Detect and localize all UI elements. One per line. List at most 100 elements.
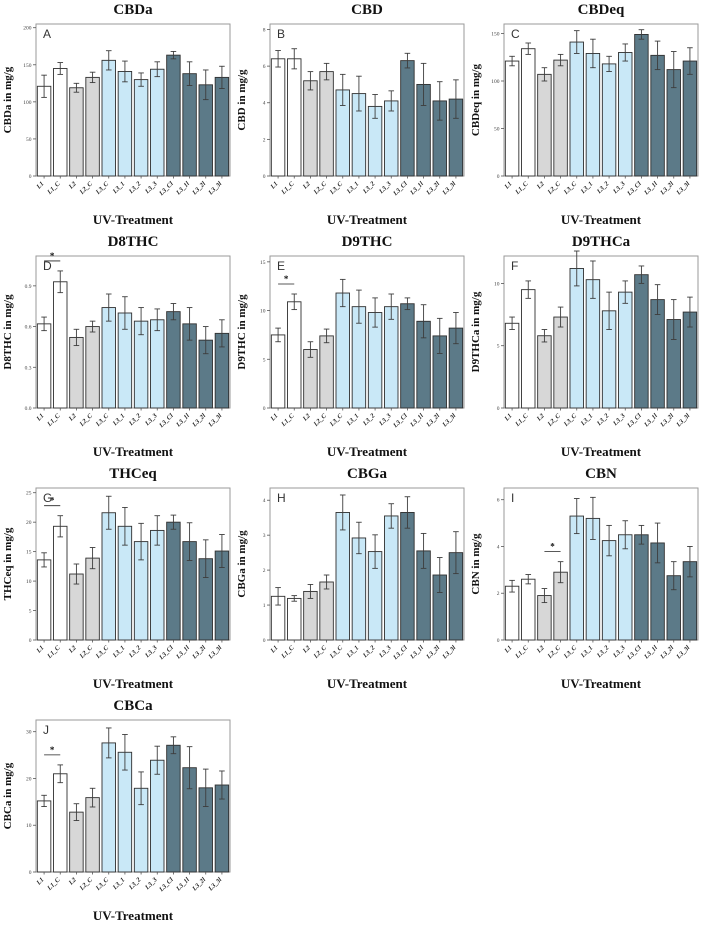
panel-letter: H <box>277 491 286 505</box>
x-tick-label: L3_C <box>562 412 579 429</box>
significance-star: * <box>50 496 55 506</box>
x-tick-label: L3_2 <box>361 412 377 428</box>
x-tick-label: L2 <box>301 180 312 191</box>
x-tick-label: L3_C <box>328 412 345 429</box>
panel-letter: D <box>43 259 52 273</box>
bar-L1 <box>36 559 52 641</box>
bar-L2_C <box>319 71 334 177</box>
y-tick-label: 150 <box>491 32 500 38</box>
bar-L2_C <box>85 557 100 641</box>
bar-L2_C <box>85 326 100 409</box>
x-tick-label: L2 <box>535 412 546 423</box>
x-tick-label: L3_3 <box>143 412 159 428</box>
y-tick-label: 15 <box>260 260 266 266</box>
y-tick-label: 4 <box>263 101 266 107</box>
bar-L1_C <box>53 281 68 409</box>
x-tick-label: L3_1 <box>111 876 126 891</box>
significance-star: * <box>50 251 55 261</box>
bar-L2_C <box>85 797 100 873</box>
chart-title: CBDeq <box>578 2 625 18</box>
x-tick-label: L3_1l <box>174 180 191 197</box>
x-tick-label: L3_C <box>328 644 345 661</box>
x-tick-label: L2_C <box>546 412 563 429</box>
x-tick-label: L2_C <box>546 180 563 197</box>
bar-L3_1l <box>650 54 665 177</box>
x-tick-label: L3_3 <box>611 412 627 428</box>
bar-L3_1l <box>650 299 665 409</box>
x-tick-label: L3_1l <box>408 180 425 197</box>
chart-title: CBGa <box>347 466 388 482</box>
x-tick-label: L1_C <box>280 180 297 197</box>
panel-letter: A <box>43 27 51 41</box>
y-tick-label: 30 <box>26 730 32 736</box>
panel-THCeq: 0 5 10 15 20 25 L1 L1_C L2 L2_C L3_C L3_1 L3_2 L3_3 L3… <box>0 464 234 696</box>
x-tick-label: L3_3 <box>611 644 627 660</box>
x-tick-label: L1 <box>503 412 514 423</box>
x-axis-label: UV-Treatment <box>561 676 642 691</box>
bar-L2_C <box>553 59 568 177</box>
x-tick-label: L3_1l <box>642 644 659 661</box>
bar-L1 <box>36 85 52 177</box>
panel-letter: I <box>511 491 514 505</box>
panel-letter: J <box>43 723 49 737</box>
x-tick-label: L3_C <box>328 180 345 197</box>
y-tick-label: 0 <box>29 870 32 876</box>
x-axis-label: UV-Treatment <box>327 676 408 691</box>
bar-L3_Cl <box>634 534 649 641</box>
x-tick-label: L3_Cl <box>625 180 643 198</box>
panel-CBDeq: 0 50 100 150 L1 L1_C L2 L2_C L3_C L3_1 L3_2 L3_3 L3_… <box>468 0 703 232</box>
x-tick-label: L2_C <box>546 644 563 661</box>
y-tick-label: 2 <box>263 568 266 574</box>
x-tick-label: L3_C <box>562 644 579 661</box>
x-tick-label: L3_3l <box>207 876 224 893</box>
y-tick-label: 0.0 <box>25 406 32 412</box>
x-tick-label: L2 <box>67 644 78 655</box>
y-tick-label: 150 <box>23 63 32 69</box>
bar-L1 <box>504 322 520 409</box>
x-tick-label: L2 <box>535 644 546 655</box>
plot-border <box>269 487 465 641</box>
x-tick-label: L1 <box>269 644 280 655</box>
x-tick-label: L3_C <box>94 180 111 197</box>
x-axis-label: UV-Treatment <box>93 908 174 923</box>
bar-L3_1 <box>585 279 601 409</box>
bar-L3_2 <box>601 63 617 177</box>
panel-letter: C <box>511 27 520 41</box>
bar-L3_Cl <box>166 744 181 873</box>
x-axis-label: UV-Treatment <box>561 212 642 227</box>
y-tick-label: 4 <box>263 498 266 504</box>
x-tick-label: L1_C <box>46 180 63 197</box>
x-tick-label: L2_C <box>312 180 329 197</box>
x-tick-label: L3_2 <box>127 876 143 892</box>
bar-L3_3 <box>150 759 165 873</box>
bar-L2_C <box>319 581 334 641</box>
chart-title: D8THC <box>108 234 159 250</box>
panel-CBD: 0 2 4 6 8 L1 L1_C L2 L2_C L3_C L3_1 L3_2 L3_3 L3_Cl L3… <box>234 0 468 232</box>
bar-L3_C <box>101 307 116 409</box>
panel-D9THCa: 0 5 10 L1 L1_C L2 L2_C L3_C L3_1 L3_2 L3_3 L3_Cl L3_… <box>468 232 703 464</box>
x-tick-label: L3_1 <box>111 412 126 427</box>
x-tick-label: L3_2l <box>659 644 676 661</box>
significance-star: * <box>284 274 289 284</box>
x-tick-label: L2 <box>301 412 312 423</box>
chart-title: CBCa <box>113 698 153 714</box>
bar-L1_C <box>287 58 302 177</box>
y-axis-label: D9THC in mg/g <box>236 294 248 370</box>
y-tick-label: 10 <box>494 281 500 287</box>
x-tick-label: L3_C <box>94 876 111 893</box>
bar-L3_Cl <box>166 521 181 641</box>
y-tick-label: 0 <box>497 406 500 412</box>
bar-L3_C <box>569 41 584 177</box>
y-tick-label: 10 <box>260 309 266 315</box>
y-tick-label: 8 <box>263 27 266 33</box>
y-axis-label: THCeq in mg/g <box>2 527 14 600</box>
x-axis-label: UV-Treatment <box>327 212 408 227</box>
y-tick-label: 0 <box>29 638 32 644</box>
significance-star: * <box>550 542 555 552</box>
bar-L3_3l <box>214 76 230 177</box>
x-tick-label: L3_2l <box>191 180 208 197</box>
bar-L3_C <box>569 268 584 409</box>
